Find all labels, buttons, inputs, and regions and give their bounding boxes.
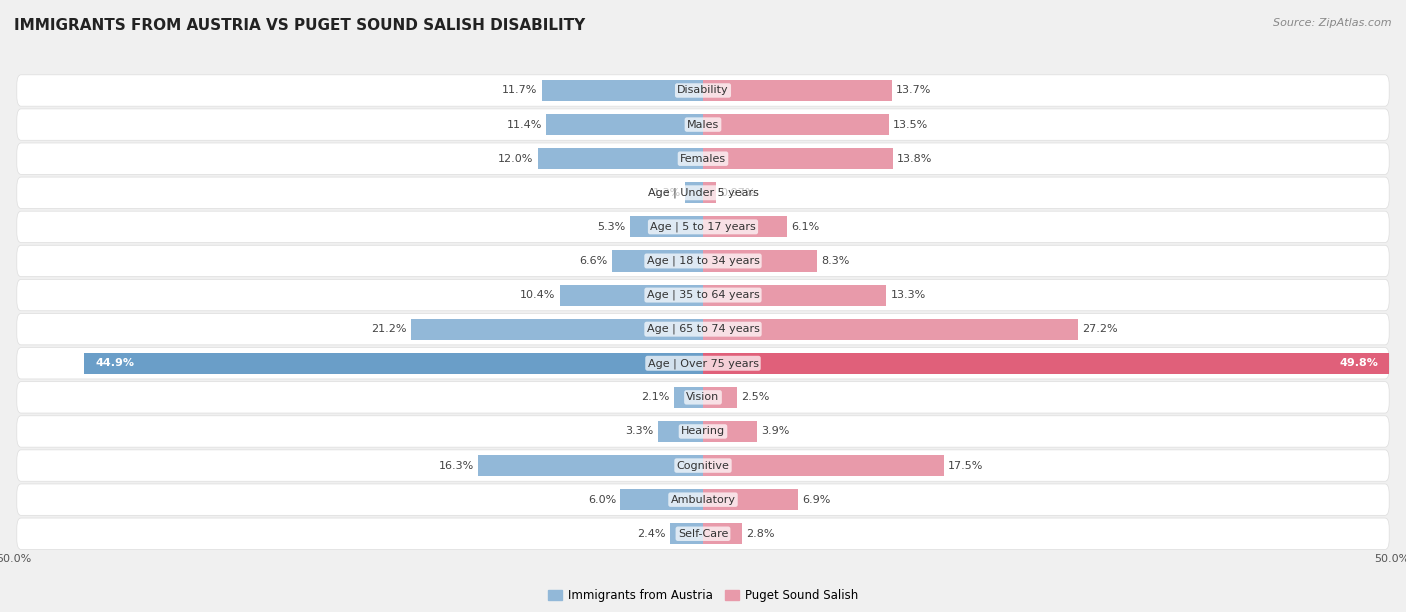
Text: Males: Males [688, 119, 718, 130]
FancyBboxPatch shape [17, 109, 1389, 140]
Text: 2.5%: 2.5% [741, 392, 770, 402]
Bar [703, 523, 741, 544]
Text: 6.6%: 6.6% [579, 256, 607, 266]
Bar [703, 353, 1389, 374]
Text: 11.7%: 11.7% [502, 86, 537, 95]
Text: 13.5%: 13.5% [893, 119, 928, 130]
FancyBboxPatch shape [17, 518, 1389, 550]
Text: 44.9%: 44.9% [96, 358, 135, 368]
Text: 49.8%: 49.8% [1340, 358, 1378, 368]
FancyBboxPatch shape [17, 313, 1389, 345]
Text: Age | 35 to 64 years: Age | 35 to 64 years [647, 290, 759, 300]
Text: Source: ZipAtlas.com: Source: ZipAtlas.com [1274, 18, 1392, 28]
Text: Hearing: Hearing [681, 427, 725, 436]
Bar [703, 182, 717, 203]
Bar [560, 285, 703, 305]
Text: 6.9%: 6.9% [803, 494, 831, 505]
Bar [703, 80, 891, 101]
Bar [546, 114, 703, 135]
Text: Vision: Vision [686, 392, 720, 402]
Bar [703, 421, 756, 442]
Bar [84, 353, 703, 374]
Text: 13.3%: 13.3% [890, 290, 925, 300]
Text: 3.3%: 3.3% [626, 427, 654, 436]
Text: 6.1%: 6.1% [792, 222, 820, 232]
Text: 2.1%: 2.1% [641, 392, 669, 402]
Text: 17.5%: 17.5% [948, 461, 984, 471]
Bar [630, 216, 703, 237]
FancyBboxPatch shape [17, 177, 1389, 209]
FancyBboxPatch shape [17, 245, 1389, 277]
Text: 1.3%: 1.3% [652, 188, 681, 198]
Bar [703, 455, 945, 476]
FancyBboxPatch shape [17, 382, 1389, 413]
FancyBboxPatch shape [17, 143, 1389, 174]
Text: Age | 65 to 74 years: Age | 65 to 74 years [647, 324, 759, 334]
Bar [685, 182, 703, 203]
Text: 27.2%: 27.2% [1083, 324, 1118, 334]
Bar [703, 148, 893, 170]
FancyBboxPatch shape [17, 348, 1389, 379]
Bar [478, 455, 703, 476]
Text: 13.7%: 13.7% [896, 86, 931, 95]
Text: 5.3%: 5.3% [598, 222, 626, 232]
Text: 6.0%: 6.0% [588, 494, 616, 505]
Text: Disability: Disability [678, 86, 728, 95]
Bar [673, 387, 703, 408]
Text: 8.3%: 8.3% [821, 256, 849, 266]
Text: Cognitive: Cognitive [676, 461, 730, 471]
Text: 21.2%: 21.2% [371, 324, 406, 334]
Text: 13.8%: 13.8% [897, 154, 932, 163]
FancyBboxPatch shape [17, 484, 1389, 515]
Text: 11.4%: 11.4% [506, 119, 541, 130]
Legend: Immigrants from Austria, Puget Sound Salish: Immigrants from Austria, Puget Sound Sal… [548, 589, 858, 602]
Text: 3.9%: 3.9% [761, 427, 789, 436]
Bar [703, 114, 889, 135]
Bar [703, 387, 738, 408]
Bar [703, 319, 1078, 340]
Text: 16.3%: 16.3% [439, 461, 474, 471]
Text: 2.4%: 2.4% [637, 529, 666, 539]
FancyBboxPatch shape [17, 450, 1389, 481]
Bar [620, 489, 703, 510]
Text: Self-Care: Self-Care [678, 529, 728, 539]
Bar [703, 285, 886, 305]
Bar [658, 421, 703, 442]
Text: 2.8%: 2.8% [745, 529, 775, 539]
Text: 12.0%: 12.0% [498, 154, 533, 163]
FancyBboxPatch shape [17, 280, 1389, 311]
Text: Age | Over 75 years: Age | Over 75 years [648, 358, 758, 368]
Bar [703, 489, 799, 510]
Text: Age | 5 to 17 years: Age | 5 to 17 years [650, 222, 756, 232]
Text: 0.97%: 0.97% [720, 188, 756, 198]
Bar [703, 216, 787, 237]
Bar [541, 80, 703, 101]
Bar [411, 319, 703, 340]
FancyBboxPatch shape [17, 75, 1389, 106]
Text: Age | 18 to 34 years: Age | 18 to 34 years [647, 256, 759, 266]
FancyBboxPatch shape [17, 416, 1389, 447]
Text: Age | Under 5 years: Age | Under 5 years [648, 187, 758, 198]
Bar [612, 250, 703, 272]
Text: IMMIGRANTS FROM AUSTRIA VS PUGET SOUND SALISH DISABILITY: IMMIGRANTS FROM AUSTRIA VS PUGET SOUND S… [14, 18, 585, 34]
Bar [669, 523, 703, 544]
Bar [703, 250, 817, 272]
Text: 10.4%: 10.4% [520, 290, 555, 300]
Bar [537, 148, 703, 170]
Text: Females: Females [681, 154, 725, 163]
Text: Ambulatory: Ambulatory [671, 494, 735, 505]
FancyBboxPatch shape [17, 211, 1389, 242]
